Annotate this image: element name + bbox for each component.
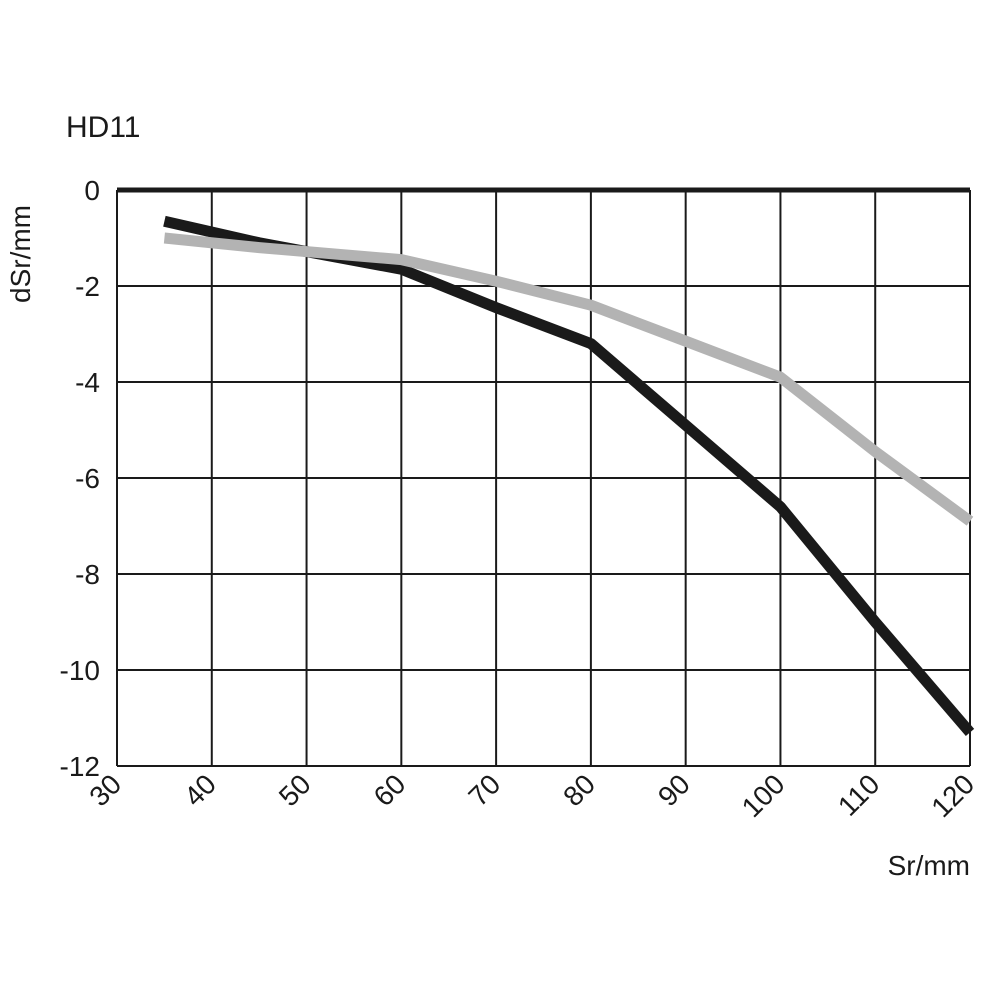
y-tick-label: -8 <box>75 559 100 590</box>
y-tick-labels: 0 -2 -4 -6 -8 -10 -12 <box>60 175 100 782</box>
y-tick-label: -12 <box>60 751 100 782</box>
x-tick-label: 50 <box>273 768 317 812</box>
series-group <box>163 215 975 736</box>
x-tick-label: 40 <box>178 768 222 812</box>
y-tick-label: -2 <box>75 271 100 302</box>
y-tick-label: -10 <box>60 655 100 686</box>
x-tick-label: 100 <box>736 768 791 823</box>
x-tick-label: 110 <box>832 768 885 821</box>
y-tick-label: -4 <box>75 367 100 398</box>
x-tick-label: 70 <box>462 768 506 812</box>
x-tick-label: 60 <box>368 768 412 812</box>
x-tick-label: 80 <box>557 768 601 812</box>
x-tick-labels: 30 40 50 60 70 80 90 100 110 120 <box>83 768 980 823</box>
y-axis-label: dSr/mm <box>5 205 36 303</box>
y-tick-label: 0 <box>84 175 100 206</box>
x-tick-label: 90 <box>652 768 696 812</box>
y-tick-label: -6 <box>75 463 100 494</box>
x-tick-label: 120 <box>925 768 980 823</box>
grid <box>116 187 971 767</box>
chart-title: HD11 <box>66 111 140 144</box>
x-axis-label: Sr/mm <box>888 850 970 881</box>
series-line-2 <box>163 232 974 526</box>
